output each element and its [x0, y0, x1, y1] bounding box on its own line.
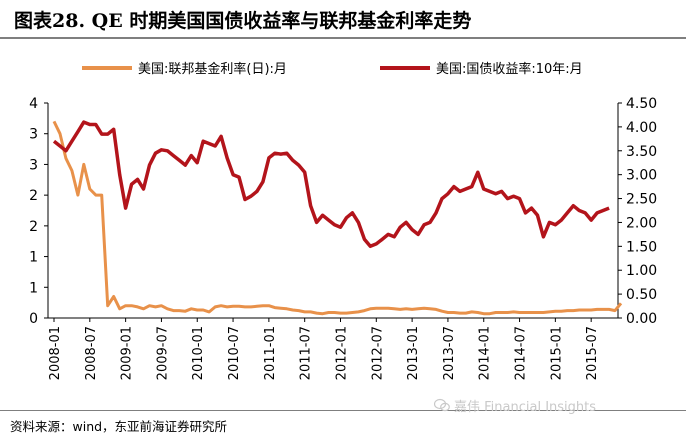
- legend-label-treasury: 美国:国债收益率:10年:月: [436, 61, 583, 77]
- left-tick-label: 0: [29, 311, 38, 327]
- wechat-icon: [434, 398, 450, 412]
- right-tick-label: 0.00: [626, 311, 657, 327]
- x-tick-label: 2011-01: [263, 326, 278, 380]
- left-tick-label: 4: [29, 96, 38, 112]
- left-tick-label: 1: [29, 250, 38, 266]
- right-tick-label: 4.50: [626, 96, 657, 112]
- source-note: 资料来源：wind，东亚前海证券研究所: [10, 419, 228, 434]
- series-lines: [52, 120, 623, 316]
- watermark: 嘉伟 Financial Insights: [454, 400, 597, 415]
- series-line-treasury: [52, 120, 610, 249]
- right-tick-label: 0.50: [626, 287, 657, 303]
- left-tick-label: 1: [29, 280, 38, 296]
- right-tick-label: 3.50: [626, 144, 657, 160]
- left-axis-ticks: 0 1 1 2 2 3 3 4: [29, 96, 48, 327]
- x-tick-label: 2010-01: [191, 326, 206, 380]
- title-divider: [0, 37, 686, 39]
- chart-canvas: 美国:联邦基金利率(日):月 美国:国债收益率:10年:月 0 1 1 2 2 3 3 4 0…: [29, 61, 657, 380]
- x-axis-ticks: 2008-01 2008-07 2009-01 2009-07 2010-01 2010-…: [48, 318, 600, 380]
- x-tick-label: 2013-07: [442, 326, 457, 380]
- left-tick-label: 3: [29, 127, 38, 143]
- legend-label-fed-funds: 美国:联邦基金利率(日):月: [138, 61, 287, 77]
- right-tick-label: 1.50: [626, 239, 657, 255]
- left-tick-label: 3: [29, 157, 38, 173]
- chart-title: 图表28. QE 时期美国国债收益率与联邦基金利率走势: [14, 10, 472, 32]
- footer-divider: [0, 410, 686, 411]
- x-tick-label: 2012-01: [334, 326, 349, 380]
- title-bar: 图表28. QE 时期美国国债收益率与联邦基金利率走势: [0, 0, 686, 36]
- x-tick-label: 2014-01: [478, 326, 493, 380]
- x-tick-label: 2012-07: [370, 326, 385, 380]
- axes: [47, 103, 619, 319]
- x-tick-label: 2011-07: [299, 326, 314, 380]
- x-tick-label: 2015-01: [549, 326, 564, 380]
- legend: 美国:联邦基金利率(日):月 美国:国债收益率:10年:月: [82, 61, 583, 77]
- left-tick-label: 2: [29, 188, 38, 204]
- x-tick-label: 2008-07: [84, 326, 99, 380]
- x-tick-label: 2010-07: [227, 326, 242, 380]
- left-tick-label: 2: [29, 219, 38, 235]
- right-axis-ticks: 0.00 0.50 1.00 1.50 2.00 2.50 3.00 3.50 4.00 4.50: [618, 96, 657, 327]
- right-tick-label: 3.00: [626, 168, 657, 184]
- right-tick-label: 4.00: [626, 120, 657, 136]
- series-line-fed-funds: [52, 120, 623, 316]
- x-tick-label: 2009-07: [155, 326, 170, 380]
- x-tick-label: 2008-01: [48, 326, 63, 380]
- right-tick-label: 2.50: [626, 192, 657, 208]
- right-tick-label: 2.00: [626, 215, 657, 231]
- x-tick-label: 2013-01: [406, 326, 421, 380]
- right-tick-label: 1.00: [626, 263, 657, 279]
- x-tick-label: 2009-01: [120, 326, 135, 380]
- x-tick-label: 2015-07: [585, 326, 600, 380]
- x-tick-label: 2014-07: [514, 326, 529, 380]
